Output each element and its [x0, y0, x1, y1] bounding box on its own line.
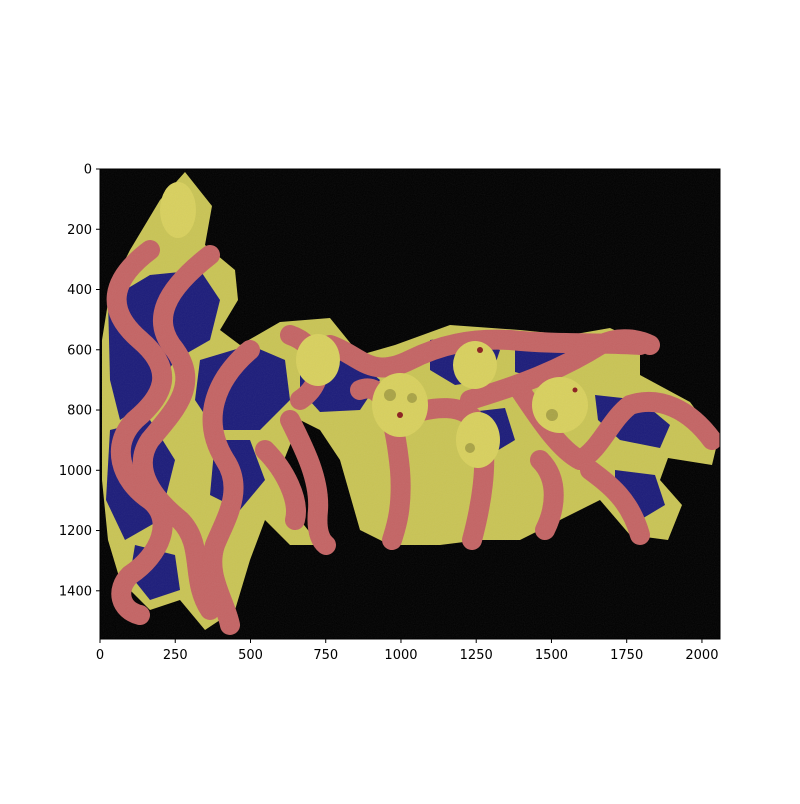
y-tick-label: 0 — [84, 163, 92, 178]
x-tick-label: 1250 — [460, 648, 493, 663]
x-tick-label: 2000 — [685, 648, 718, 663]
y-tick-label: 1000 — [59, 464, 92, 479]
x-tick-label: 250 — [163, 648, 188, 663]
y-tick-label: 600 — [67, 343, 92, 358]
x-tick-label: 750 — [313, 648, 338, 663]
y-tick-label: 1400 — [59, 584, 92, 599]
y-tick-label: 200 — [67, 223, 92, 238]
segmentation-image — [100, 169, 720, 639]
texture-overlay — [100, 169, 720, 639]
x-tick-label: 1750 — [610, 648, 643, 663]
x-tick-label: 500 — [238, 648, 263, 663]
y-axis-ticks: 0 200 400 600 800 1000 1200 1400 — [59, 163, 100, 599]
y-tick-label: 800 — [67, 404, 92, 419]
x-tick-label: 0 — [96, 648, 104, 663]
x-axis-ticks: 0 250 500 750 1000 1250 1500 1750 2000 — [96, 639, 718, 663]
y-tick-label: 400 — [67, 283, 92, 298]
y-tick-label: 1200 — [59, 524, 92, 539]
axes-frame — [99, 168, 721, 640]
x-tick-label: 1500 — [535, 648, 568, 663]
x-tick-label: 1000 — [384, 648, 417, 663]
